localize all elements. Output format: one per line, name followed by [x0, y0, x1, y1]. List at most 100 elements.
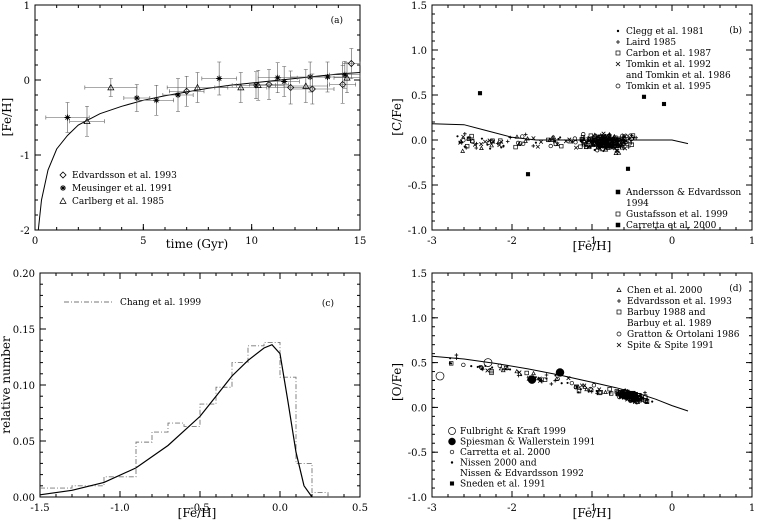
panel-a-error-bar [84, 78, 138, 97]
panel-d-point [609, 391, 614, 396]
panel-c-xtick-label: 0.5 [352, 503, 368, 514]
panel-b-point [465, 144, 470, 149]
panel-d-point [619, 391, 624, 396]
panel-b-point [604, 141, 609, 147]
panel-d-point [517, 370, 522, 375]
panel-a-error-bar [342, 48, 361, 79]
panel-b-point [629, 133, 634, 138]
panel-b-point [621, 135, 626, 140]
panel-a-model-curve [37, 72, 361, 231]
panel-d-point [520, 374, 523, 377]
panel-a-point [83, 117, 91, 125]
panel-b-point [500, 146, 503, 149]
panel-d-point [607, 387, 612, 392]
panel-a-ytick-label: -2 [20, 226, 30, 237]
panel-b-point [534, 141, 537, 144]
panel-b-xlabel: [Fe/H] [573, 239, 612, 253]
panel-d-legend-marker [449, 481, 455, 486]
panel-d-legend-marker [448, 427, 456, 435]
panel-b-point [602, 149, 605, 153]
panel-d-legend-label: Barbuy et al. 1989 [627, 319, 712, 329]
panel-d-legend-marker [450, 461, 454, 464]
panel-b-point [495, 141, 500, 146]
panel-a-point [341, 71, 348, 78]
panel-b-point [470, 139, 475, 144]
panel-b-legend-label: Tomkin et al. 1992 [626, 60, 711, 70]
panel-d-ytick-label: -1.0 [408, 493, 427, 504]
panel-b-point [626, 145, 631, 149]
panel-d-point [587, 390, 590, 393]
panel-a-xtick-label: 15 [354, 236, 367, 247]
panel-b-point [598, 142, 603, 148]
panel-a-point [193, 83, 202, 91]
panel-b-point [573, 145, 579, 150]
panel-a-ytick-label: -1 [20, 151, 30, 162]
panel-b-point [625, 166, 631, 171]
panel-a-error-bar [69, 105, 105, 137]
panel-b-legend-label: Carbon et al. 1987 [626, 49, 711, 59]
panel-d-point [498, 365, 504, 371]
panel-b-point [513, 144, 518, 150]
panel-c-xtick-label: -0.5 [190, 503, 209, 514]
panel-c-tag: (c) [322, 298, 334, 309]
panel-d-point [489, 370, 494, 376]
panel-b-legend-label: Gustafsson et al. 1999 [626, 210, 728, 220]
panel-b-point [570, 139, 575, 144]
panel-a-error-bar [283, 69, 328, 103]
panel-c-histogram [40, 341, 329, 497]
panel-a-legend-label: Edvardsson et al. 1993 [72, 171, 177, 181]
panel-c-ytick-label: 0.20 [13, 269, 35, 280]
panel-d-legend-label: Spite & Spite 1991 [627, 341, 714, 351]
panel-d-point [478, 365, 484, 370]
panel-d-legend-label: Nissen 2000 and [460, 459, 537, 469]
panel-d-xtick-label: 0 [669, 503, 675, 514]
panel-a: 0 5 10 15 -2 -1 0 1 (a) time (Gyr) [Fe/H] Edvardsso… [0, 1, 366, 251]
panel-d-legend-label: Sneden et al. 1991 [460, 480, 546, 490]
panel-d-point [632, 399, 638, 405]
panel-d-point [476, 365, 479, 369]
panel-d-legend-marker [616, 331, 622, 337]
panel-d-point [643, 390, 647, 395]
panel-d-point [479, 365, 484, 371]
panel-a-error-bar [249, 69, 289, 100]
panel-c-model-curve [39, 343, 313, 498]
panel-b-point [624, 133, 630, 138]
panel-b-xtick-label: 0 [669, 236, 675, 247]
panel-b-point [608, 133, 612, 137]
panel-b-point [608, 136, 611, 139]
panel-c-ytick-label: 0.10 [13, 381, 35, 392]
panel-d-point [589, 387, 594, 392]
panel-b-legend-marker [615, 61, 621, 67]
panel-b-legend-marker [615, 222, 621, 228]
panel-a-point [324, 74, 331, 80]
panel-b-point [477, 91, 483, 96]
panel-d-point [503, 365, 509, 371]
panel-b-point [613, 150, 619, 155]
panel-d-legend-label: Chen et al. 2000 [627, 286, 703, 296]
panel-b-point [551, 134, 557, 140]
panel-d-point [642, 396, 645, 399]
panel-b-point [610, 145, 613, 148]
panel-a-point [64, 114, 71, 121]
panel-d-xtick-label: -3 [427, 503, 437, 514]
panel-b-legend-label: 1994 [626, 199, 649, 209]
panel-d-point [617, 391, 620, 394]
panel-a-xtick-label: 0 [32, 236, 38, 247]
panel-b-ytick-label: -0.5 [408, 181, 427, 192]
panel-b-point [616, 150, 622, 155]
panel-b-point [487, 138, 492, 143]
panel-b-point [520, 134, 525, 139]
panel-d-model-curve [431, 355, 689, 412]
panel-b-point [629, 142, 634, 147]
panel-d-legend-label: Spiesman & Wallerstein 1991 [460, 438, 595, 448]
panel-d-legend-marker [449, 449, 455, 455]
panel-b-point [617, 143, 622, 148]
panel-b-point [523, 138, 528, 143]
panel-d-xtick-label: 1 [749, 503, 755, 514]
panel-d: -3 -2 -1 0 1 -1.0 -0.5 0.0 0.5 1.0 1.5 (d) [Fe/H] [O/… [390, 269, 755, 520]
panel-d-legend-label: Carretta et al. 2000 [460, 448, 551, 458]
panel-d-point [516, 373, 521, 378]
panel-d-legend-label: Nissen & Edvardsson 1992 [460, 469, 584, 479]
panel-b-point [614, 143, 619, 148]
panel-b-point [483, 139, 488, 144]
